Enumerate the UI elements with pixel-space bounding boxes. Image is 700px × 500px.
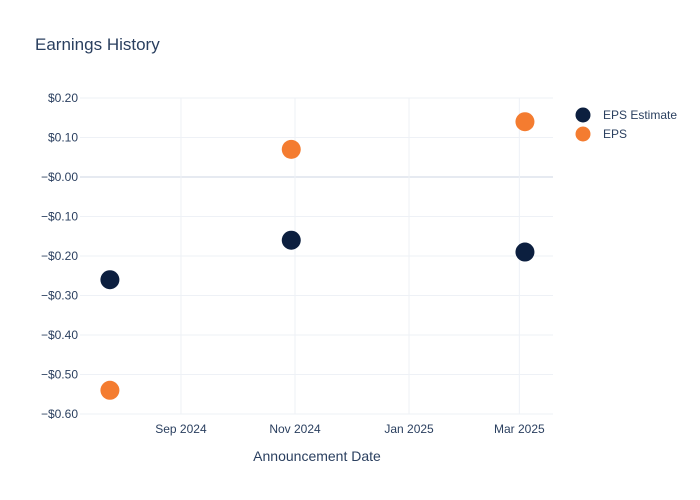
legend-marker-eps[interactable] bbox=[575, 126, 591, 142]
y-tick-label: −$0.40 bbox=[41, 328, 78, 342]
legend[interactable]: EPS Estimate EPS bbox=[575, 107, 678, 142]
grid-layer bbox=[80, 97, 553, 415]
y-tick-label: −$0.20 bbox=[41, 249, 78, 263]
y-tick-label: −$0.00 bbox=[41, 170, 78, 184]
eps-estimate-point[interactable] bbox=[515, 242, 535, 262]
y-tick-label: −$0.50 bbox=[41, 368, 78, 382]
y-axis-ticks: $0.20 $0.10 −$0.00 −$0.10 −$0.20 −$0.30 −$0.40… bbox=[41, 91, 78, 421]
legend-marker-eps-estimate[interactable] bbox=[575, 107, 591, 123]
x-axis-title: Announcement Date bbox=[253, 448, 381, 464]
y-tick-label: −$0.30 bbox=[41, 289, 78, 303]
chart-title: Earnings History bbox=[35, 35, 160, 54]
y-tick-label: $0.10 bbox=[48, 131, 78, 145]
eps-point[interactable] bbox=[100, 380, 120, 400]
y-tick-label: −$0.60 bbox=[41, 407, 78, 421]
eps-estimate-point[interactable] bbox=[100, 270, 120, 290]
y-tick-label: −$0.10 bbox=[41, 210, 78, 224]
y-tick-label: $0.20 bbox=[48, 91, 78, 105]
x-tick-label: Mar 2025 bbox=[494, 422, 545, 436]
legend-label-eps[interactable]: EPS bbox=[603, 127, 627, 141]
data-points bbox=[100, 112, 535, 400]
x-tick-label: Jan 2025 bbox=[384, 422, 434, 436]
eps-point[interactable] bbox=[281, 139, 301, 159]
x-axis-ticks: Sep 2024 Nov 2024 Jan 2025 Mar 2025 bbox=[155, 422, 545, 436]
eps-estimate-point[interactable] bbox=[281, 230, 301, 250]
x-tick-label: Nov 2024 bbox=[269, 422, 321, 436]
x-tick-label: Sep 2024 bbox=[155, 422, 207, 436]
legend-label-eps-estimate[interactable]: EPS Estimate bbox=[603, 108, 677, 122]
eps-point[interactable] bbox=[515, 112, 535, 132]
